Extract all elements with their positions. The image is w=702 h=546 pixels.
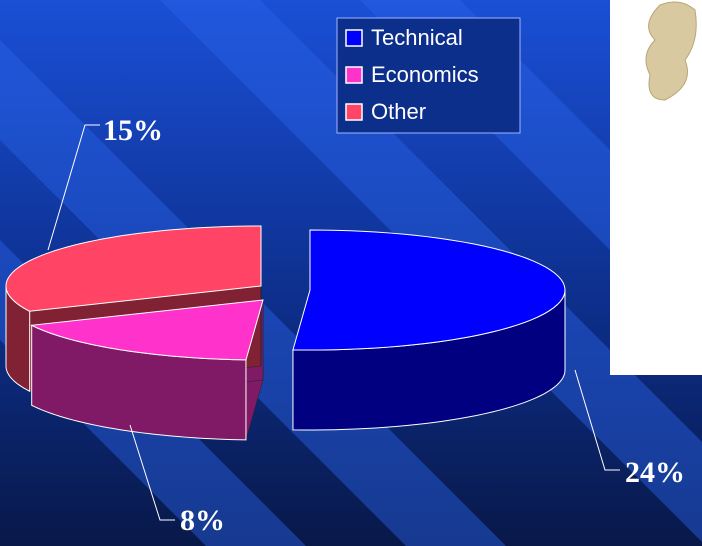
slice (292, 229, 566, 351)
legend-swatch (345, 66, 363, 84)
legend: Technical Economics Other (336, 17, 521, 134)
data-label: 15% (103, 114, 163, 147)
legend-label: Economics (371, 62, 479, 87)
legend-label: Other (371, 99, 426, 124)
legend-box (336, 17, 521, 134)
pie (5, 225, 566, 441)
legend-swatch (345, 29, 363, 47)
legend-label: Technical (371, 25, 463, 50)
leader-line (129, 424, 175, 521)
leader-line (574, 369, 620, 471)
legend-swatch (345, 103, 363, 121)
slice (5, 225, 262, 312)
leader-line (47, 124, 100, 251)
data-label: 24% (625, 456, 685, 489)
slice (29, 299, 264, 361)
labels: 24% 8% 15% (47, 114, 685, 537)
data-label: 8% (180, 504, 225, 537)
picture-map (645, 1, 697, 101)
